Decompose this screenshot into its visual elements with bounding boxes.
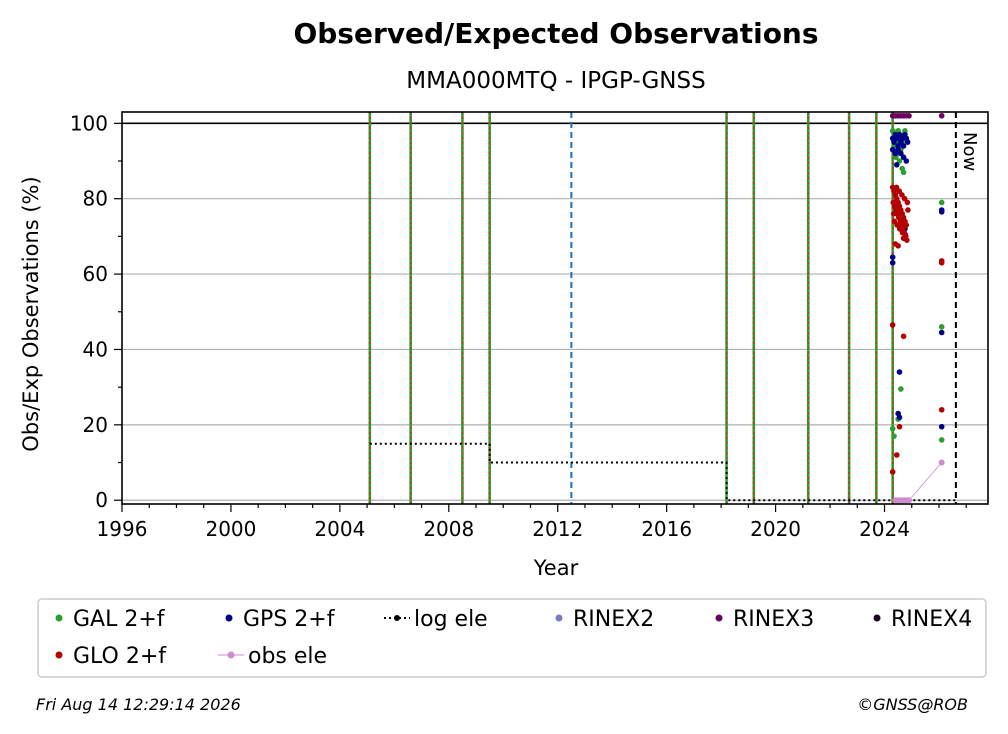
point-rinex3 <box>906 112 912 119</box>
point-gps <box>903 158 910 164</box>
point-gps <box>889 254 896 260</box>
point-glo <box>890 210 897 217</box>
point-glo <box>900 235 907 242</box>
legend-item-rinex3: RINEX3 <box>715 607 814 632</box>
x-tick-label: 2008 <box>423 517 474 541</box>
point-gal <box>889 425 896 432</box>
legend-label-log_ele: log ele <box>414 607 488 632</box>
series-rinex3 <box>889 112 945 119</box>
point-gps <box>904 139 911 145</box>
point-gps <box>900 143 907 149</box>
point-gal <box>938 437 945 443</box>
legend-label-rinex4: RINEX4 <box>891 607 972 632</box>
legend-label-gal: GAL 2+f <box>73 607 166 632</box>
legend-label-obs_ele: obs ele <box>248 644 327 669</box>
y-tick-label: 40 <box>83 337 108 361</box>
point-obs_ele <box>906 497 913 504</box>
log-ele-line <box>369 442 956 502</box>
chart-subtitle: MMA000MTQ - IPGP-GNSS <box>406 68 705 94</box>
plot-area: Now 1996 2000 2004 2008 2012 2016 2020 2024 0 20 40… <box>70 111 989 541</box>
x-tick-label: 2020 <box>750 517 801 541</box>
now-label: Now <box>959 132 980 171</box>
x-tick-label: 2004 <box>314 517 365 541</box>
legend-item-glo: GLO 2+f <box>55 644 167 669</box>
y-tick-label: 0 <box>95 488 108 512</box>
series-obs_ele <box>892 459 945 504</box>
point-glo <box>904 199 911 206</box>
point-glo <box>889 469 896 475</box>
point-gps <box>896 414 903 421</box>
y-tick-label: 20 <box>83 413 108 437</box>
x-tick-label: 2024 <box>859 517 910 541</box>
point-gal <box>938 324 945 330</box>
y-tick-label: 60 <box>83 262 108 286</box>
point-gps <box>938 209 945 215</box>
legend-label-gps: GPS 2+f <box>243 607 336 632</box>
x-axis-label: Year <box>533 556 579 580</box>
series-gps <box>889 131 945 430</box>
point-gal <box>900 169 907 176</box>
point-glo <box>938 406 945 413</box>
y-axis-label: Obs/Exp Observations (%) <box>19 176 43 451</box>
point-obs_ele <box>938 459 945 466</box>
point-glo <box>903 222 910 228</box>
point-gal <box>898 386 904 392</box>
legend-item-rinex4: RINEX4 <box>873 607 972 632</box>
chart-title: Observed/Expected Observations <box>293 17 818 50</box>
legend-marker-dot-log_ele <box>394 615 400 621</box>
legend-item-obs_ele: obs ele <box>218 644 327 669</box>
y-tick-label: 80 <box>83 187 108 211</box>
point-glo <box>938 259 945 266</box>
series-glo <box>889 184 945 475</box>
point-gps <box>893 161 900 168</box>
legend-marker-gps <box>225 614 233 622</box>
legend-marker-rinex4 <box>873 614 881 622</box>
point-glo <box>900 333 907 340</box>
footer-credit: ©GNSS@ROB <box>857 695 968 714</box>
legend-item-gal: GAL 2+f <box>55 607 166 632</box>
plot-inner <box>122 112 988 504</box>
legend-marker-dot-obs_ele <box>227 651 235 659</box>
point-gal <box>891 433 897 439</box>
legend-item-rinex2: RINEX2 <box>555 607 654 632</box>
point-glo <box>896 423 903 430</box>
legend-item-log_ele: log ele <box>384 607 488 632</box>
y-tick-label: 100 <box>70 111 108 135</box>
x-tick-label: 2000 <box>205 517 256 541</box>
legend-label-rinex2: RINEX2 <box>573 607 654 632</box>
point-gps <box>889 259 896 266</box>
legend-marker-rinex3 <box>715 614 723 622</box>
legend-label-rinex3: RINEX3 <box>733 607 814 632</box>
legend-item-gps: GPS 2+f <box>225 607 336 632</box>
point-gal <box>938 199 945 206</box>
legend-label-glo: GLO 2+f <box>73 644 167 669</box>
x-tick-label: 2012 <box>532 517 583 541</box>
series-gal <box>889 128 945 443</box>
legend-marker-gal <box>55 614 63 622</box>
point-gps <box>938 329 945 336</box>
point-gps <box>896 369 903 375</box>
x-tick-label: 1996 <box>97 517 148 541</box>
point-gps <box>938 423 945 430</box>
x-tick-label: 2016 <box>641 517 692 541</box>
point-glo <box>889 322 896 328</box>
point-rinex3 <box>938 112 945 119</box>
point-glo <box>893 452 900 458</box>
legend-marker-rinex2 <box>555 614 563 622</box>
legend-frame <box>37 598 987 678</box>
footer-timestamp: Fri Aug 14 12:29:14 2026 <box>36 695 241 714</box>
plot-frame <box>121 111 989 505</box>
obs-ele-line <box>895 462 943 501</box>
legend-marker-glo <box>55 651 63 659</box>
point-glo <box>905 207 911 213</box>
point-glo <box>895 243 901 249</box>
legend: GAL 2+f GPS 2+f log ele RINEX2 RINEX3 RINEX4 G… <box>37 598 987 678</box>
